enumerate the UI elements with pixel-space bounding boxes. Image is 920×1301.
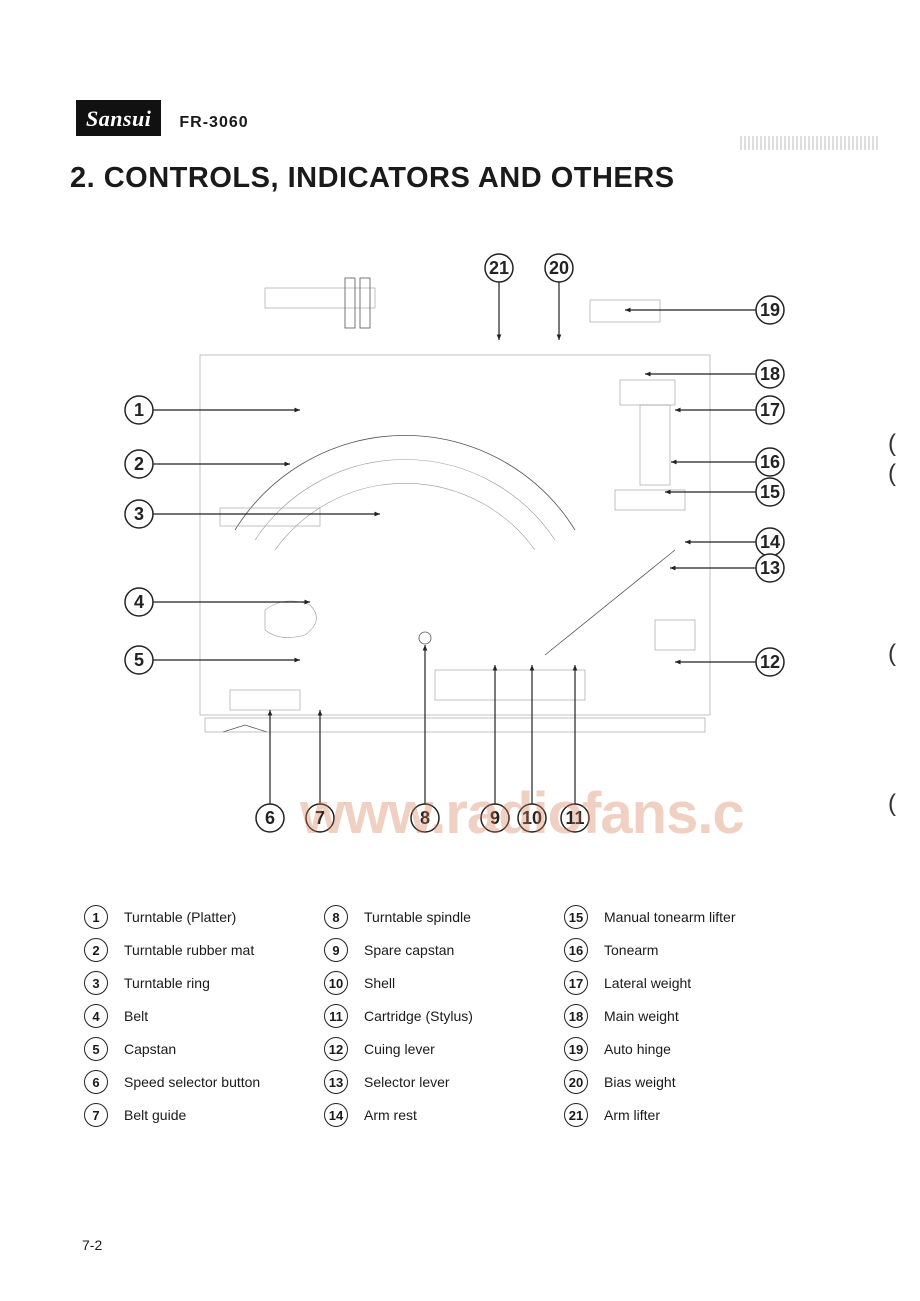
section-title: 2. CONTROLS, INDICATORS AND OTHERS	[70, 162, 675, 195]
brand-header: Sansui FR-3060	[76, 100, 249, 136]
svg-text:2: 2	[134, 454, 144, 474]
svg-text:13: 13	[760, 558, 780, 578]
legend-number: 13	[324, 1070, 348, 1094]
legend-column: 1 Turntable (Platter) 2 Turntable rubber ma…	[84, 905, 324, 1127]
legend-number: 12	[324, 1037, 348, 1061]
legend-item-10: 10 Shell	[324, 971, 564, 995]
legend-number: 14	[324, 1103, 348, 1127]
brand-logo: Sansui	[76, 100, 161, 136]
legend-label: Manual tonearm lifter	[604, 909, 736, 925]
legend-number: 10	[324, 971, 348, 995]
legend-label: Bias weight	[604, 1074, 676, 1090]
legend-item-18: 18 Main weight	[564, 1004, 824, 1028]
legend-number: 8	[324, 905, 348, 929]
legend-number: 9	[324, 938, 348, 962]
legend-item-21: 21 Arm lifter	[564, 1103, 824, 1127]
svg-text:6: 6	[265, 808, 275, 828]
legend-item-8: 8 Turntable spindle	[324, 905, 564, 929]
svg-text:15: 15	[760, 482, 780, 502]
legend-table: 1 Turntable (Platter) 2 Turntable rubber ma…	[84, 905, 824, 1127]
legend-item-1: 1 Turntable (Platter)	[84, 905, 324, 929]
legend-number: 3	[84, 971, 108, 995]
svg-text:5: 5	[134, 650, 144, 670]
legend-number: 4	[84, 1004, 108, 1028]
legend-item-12: 12 Cuing lever	[324, 1037, 564, 1061]
manual-page: Sansui FR-3060 2. CONTROLS, INDICATORS A…	[0, 0, 920, 1301]
legend-item-16: 16 Tonearm	[564, 938, 824, 962]
legend-label: Cuing lever	[364, 1041, 435, 1057]
legend-label: Arm rest	[364, 1107, 417, 1123]
svg-text:17: 17	[760, 400, 780, 420]
legend-item-13: 13 Selector lever	[324, 1070, 564, 1094]
svg-text:21: 21	[489, 258, 509, 278]
legend-label: Capstan	[124, 1041, 176, 1057]
svg-text:20: 20	[549, 258, 569, 278]
svg-text:4: 4	[134, 592, 144, 612]
legend-item-11: 11 Cartridge (Stylus)	[324, 1004, 564, 1028]
legend-label: Tonearm	[604, 942, 658, 958]
svg-text:1: 1	[134, 400, 144, 420]
legend-item-5: 5 Capstan	[84, 1037, 324, 1061]
legend-number: 15	[564, 905, 588, 929]
punch-mark: (	[888, 790, 896, 818]
scan-artifact	[740, 136, 880, 150]
legend-label: Belt	[124, 1008, 148, 1024]
watermark-text: www.radiofans.c	[300, 780, 744, 847]
legend-number: 20	[564, 1070, 588, 1094]
legend-number: 21	[564, 1103, 588, 1127]
legend-label: Cartridge (Stylus)	[364, 1008, 473, 1024]
punch-mark: (	[888, 430, 896, 458]
legend-label: Shell	[364, 975, 395, 991]
legend-label: Arm lifter	[604, 1107, 660, 1123]
punch-mark: (	[888, 460, 896, 488]
legend-item-4: 4 Belt	[84, 1004, 324, 1028]
legend-item-3: 3 Turntable ring	[84, 971, 324, 995]
legend-label: Belt guide	[124, 1107, 186, 1123]
svg-text:12: 12	[760, 652, 780, 672]
svg-text:14: 14	[760, 532, 780, 552]
legend-column: 8Turntable spindle9Spare capstan10Shell1…	[324, 905, 564, 1127]
svg-text:3: 3	[134, 504, 144, 524]
model-number: FR-3060	[179, 114, 248, 136]
punch-mark: (	[888, 640, 896, 668]
legend-number: 1	[84, 905, 108, 929]
legend-number: 11	[324, 1004, 348, 1028]
legend-item-9: 9 Spare capstan	[324, 938, 564, 962]
svg-text:18: 18	[760, 364, 780, 384]
legend-label: Turntable (Platter)	[124, 909, 236, 925]
legend-label: Turntable rubber mat	[124, 942, 254, 958]
legend-item-6: 6 Speed selector button	[84, 1070, 324, 1094]
legend-number: 18	[564, 1004, 588, 1028]
legend-label: Auto hinge	[604, 1041, 671, 1057]
legend-number: 7	[84, 1103, 108, 1127]
legend-label: Turntable spindle	[364, 909, 471, 925]
legend-label: Spare capstan	[364, 942, 454, 958]
legend-item-2: 2 Turntable rubber mat	[84, 938, 324, 962]
legend-number: 19	[564, 1037, 588, 1061]
page-number: 7-2	[82, 1237, 102, 1253]
legend-label: Speed selector button	[124, 1074, 260, 1090]
legend-item-14: 14 Arm rest	[324, 1103, 564, 1127]
legend-item-19: 19 Auto hinge	[564, 1037, 824, 1061]
legend-number: 5	[84, 1037, 108, 1061]
legend-label: Turntable ring	[124, 975, 210, 991]
svg-text:19: 19	[760, 300, 780, 320]
legend-number: 6	[84, 1070, 108, 1094]
legend-number: 2	[84, 938, 108, 962]
legend-column: 15 Manual tonearm lifter 16 Tonearm 17 Latera…	[564, 905, 824, 1127]
legend-item-20: 20 Bias weight	[564, 1070, 824, 1094]
legend-item-17: 17 Lateral weight	[564, 971, 824, 995]
legend-number: 17	[564, 971, 588, 995]
legend-label: Main weight	[604, 1008, 679, 1024]
legend-label: Selector lever	[364, 1074, 450, 1090]
legend-label: Lateral weight	[604, 975, 691, 991]
svg-text:16: 16	[760, 452, 780, 472]
legend-item-15: 15 Manual tonearm lifter	[564, 905, 824, 929]
legend-number: 16	[564, 938, 588, 962]
legend-item-7: 7 Belt guide	[84, 1103, 324, 1127]
controls-diagram: 123451918171615141312212067891011	[80, 250, 850, 850]
